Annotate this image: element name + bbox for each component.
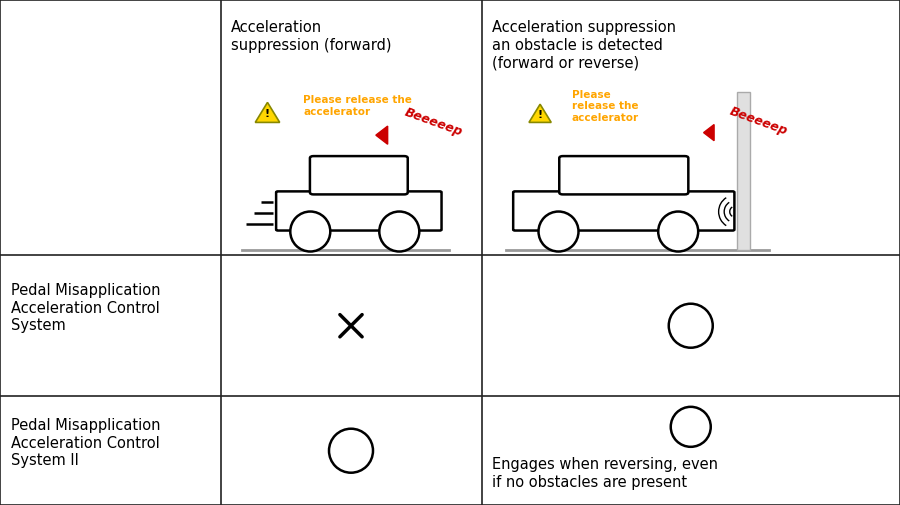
Ellipse shape (538, 212, 579, 251)
Ellipse shape (291, 212, 330, 251)
Polygon shape (376, 126, 388, 144)
Bar (737, 92, 750, 249)
FancyBboxPatch shape (310, 156, 408, 194)
Text: Beeeeep: Beeeeep (403, 106, 464, 139)
Ellipse shape (379, 212, 419, 251)
Text: Please release the
accelerator: Please release the accelerator (303, 95, 412, 117)
Polygon shape (529, 104, 551, 122)
Text: !: ! (265, 109, 270, 119)
Text: Acceleration suppression
an obstacle is detected
(forward or reverse): Acceleration suppression an obstacle is … (492, 20, 676, 70)
FancyBboxPatch shape (513, 191, 734, 230)
Polygon shape (256, 103, 280, 122)
Polygon shape (704, 125, 714, 141)
Text: Please
release the
accelerator: Please release the accelerator (572, 90, 639, 123)
Text: Pedal Misapplication
Acceleration Control
System II: Pedal Misapplication Acceleration Contro… (11, 418, 160, 468)
Text: Acceleration
suppression (forward): Acceleration suppression (forward) (231, 20, 392, 53)
Text: Pedal Misapplication
Acceleration Control
System: Pedal Misapplication Acceleration Contro… (11, 283, 160, 333)
Text: Engages when reversing, even
if no obstacles are present: Engages when reversing, even if no obsta… (492, 457, 718, 490)
Text: Beeeeep: Beeeeep (728, 105, 789, 138)
FancyBboxPatch shape (276, 191, 442, 230)
Text: !: ! (537, 110, 543, 120)
FancyBboxPatch shape (559, 156, 688, 194)
Ellipse shape (658, 212, 698, 251)
